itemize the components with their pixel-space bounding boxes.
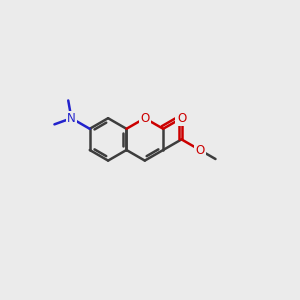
Text: N: N <box>67 112 76 125</box>
Text: O: O <box>195 143 205 157</box>
Text: O: O <box>177 112 186 125</box>
Text: O: O <box>140 112 149 125</box>
Text: O: O <box>176 112 186 125</box>
